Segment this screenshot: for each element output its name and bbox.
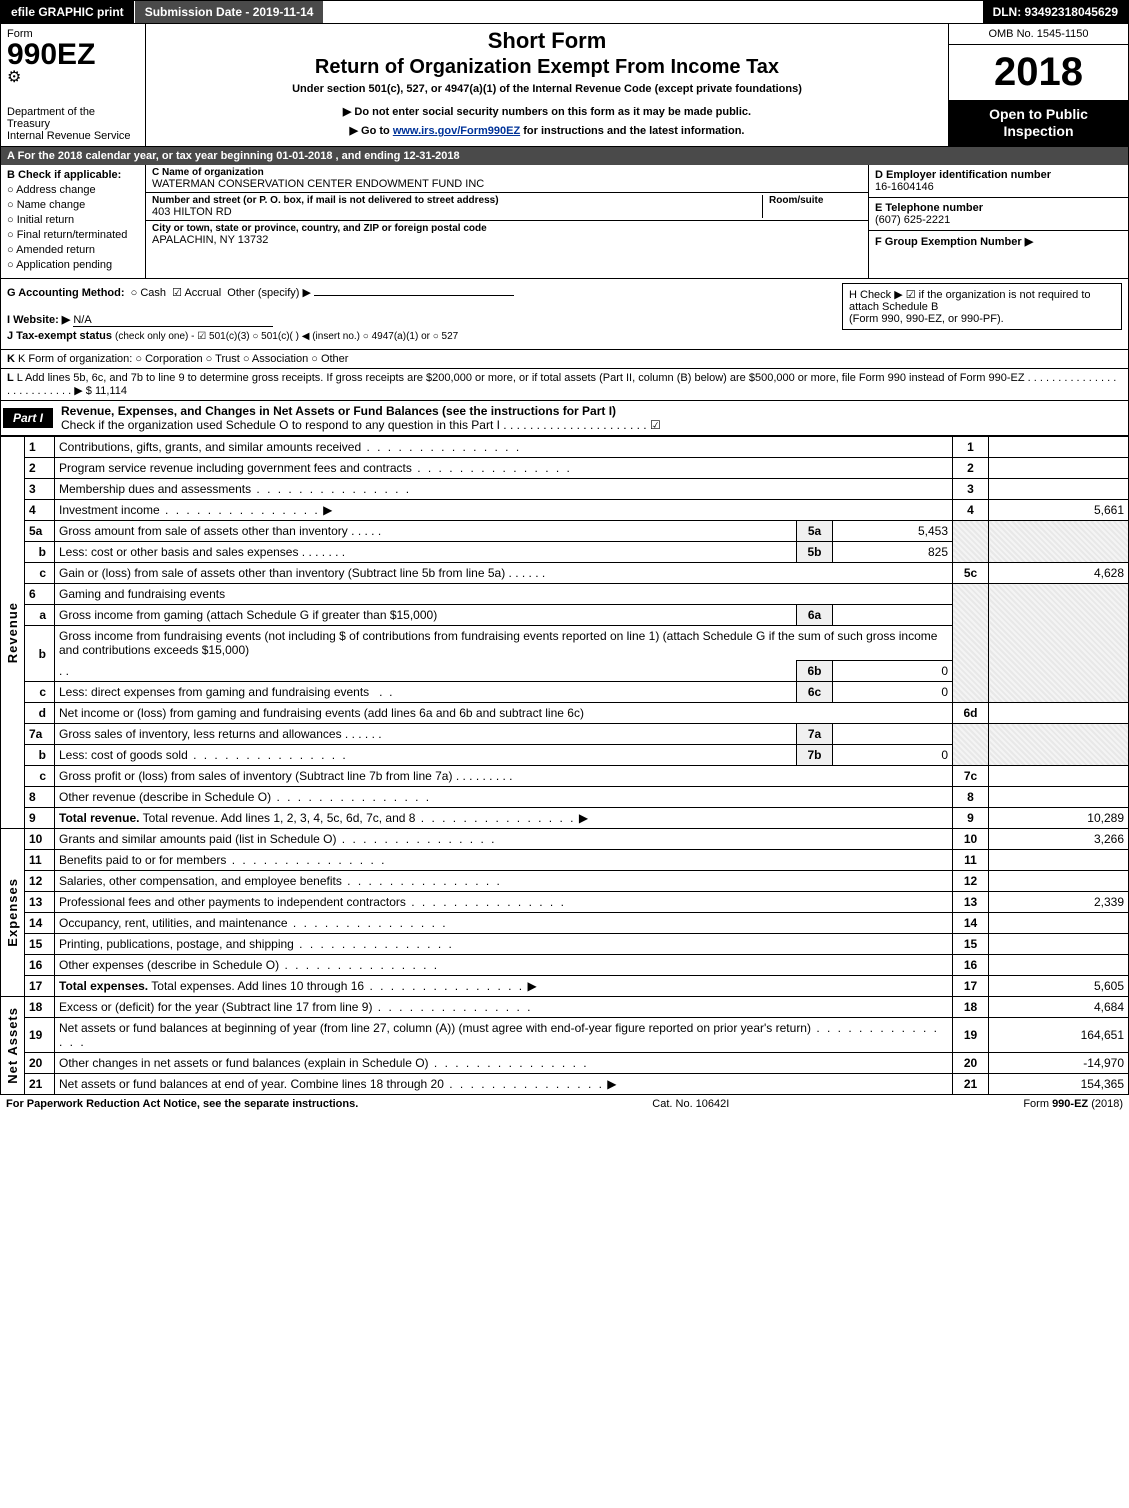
chk-name-change[interactable]: ○ Name change <box>7 199 139 211</box>
val-5b: 825 <box>833 542 953 563</box>
val-7b: 0 <box>833 745 953 766</box>
header-left: Form 990EZ ⚙ Department of the Treasury … <box>1 24 146 146</box>
footer-left: For Paperwork Reduction Act Notice, see … <box>6 1098 358 1110</box>
chk-address-change[interactable]: ○ Address change <box>7 184 139 196</box>
entity-block: B Check if applicable: ○ Address change … <box>0 165 1129 279</box>
chk-application-pending[interactable]: ○ Application pending <box>7 259 139 271</box>
tax-year: 2018 <box>949 45 1128 100</box>
city-value: APALACHIN, NY 13732 <box>152 234 862 246</box>
part1-table: Revenue 1 Contributions, gifts, grants, … <box>0 436 1129 1095</box>
side-netassets: Net Assets <box>1 997 25 1095</box>
val-6b: 0 <box>833 661 953 682</box>
dln-value: DLN: 93492318045629 <box>983 1 1128 23</box>
submission-date: Submission Date - 2019-11-14 <box>135 1 325 23</box>
subtitle-ssn: ▶ Do not enter social security numbers o… <box>156 105 938 118</box>
val-21: 154,365 <box>989 1074 1129 1095</box>
val-19: 164,651 <box>989 1018 1129 1053</box>
room-label: Room/suite <box>769 195 862 206</box>
chk-amended-return[interactable]: ○ Amended return <box>7 244 139 256</box>
chk-initial-return[interactable]: ○ Initial return <box>7 214 139 226</box>
subtitle-goto: ▶ Go to www.irs.gov/Form990EZ for instru… <box>156 124 938 137</box>
ein-value: 16-1604146 <box>875 181 1122 193</box>
val-5c: 4,628 <box>989 563 1129 584</box>
side-expenses: Expenses <box>1 829 25 997</box>
footer-mid: Cat. No. 10642I <box>652 1098 729 1110</box>
box-def: D Employer identification number 16-1604… <box>868 165 1128 278</box>
ein-label: D Employer identification number <box>875 169 1122 181</box>
title-return: Return of Organization Exempt From Incom… <box>156 56 938 79</box>
irs-link[interactable]: www.irs.gov/Form990EZ <box>393 125 520 137</box>
val-9: 10,289 <box>989 808 1129 829</box>
title-short-form: Short Form <box>156 28 938 54</box>
city-label: City or town, state or province, country… <box>152 223 862 234</box>
page-footer: For Paperwork Reduction Act Notice, see … <box>0 1095 1129 1113</box>
phone-label: E Telephone number <box>875 202 1122 214</box>
efile-print-button[interactable]: efile GRAPHIC print <box>1 1 135 23</box>
street-value: 403 HILTON RD <box>152 206 762 218</box>
side-revenue: Revenue <box>1 437 25 829</box>
val-4: 5,661 <box>989 500 1129 521</box>
org-name-label: C Name of organization <box>152 167 862 178</box>
part1-title: Revenue, Expenses, and Changes in Net As… <box>55 401 1128 435</box>
phone-value: (607) 625-2221 <box>875 214 1122 226</box>
line-l: L L Add lines 5b, 6c, and 7b to line 9 t… <box>0 369 1129 401</box>
period-row: A For the 2018 calendar year, or tax yea… <box>0 147 1129 165</box>
org-name: WATERMAN CONSERVATION CENTER ENDOWMENT F… <box>152 178 862 190</box>
form-header: Form 990EZ ⚙ Department of the Treasury … <box>0 24 1129 147</box>
header-mid: Short Form Return of Organization Exempt… <box>146 24 948 146</box>
header-right: OMB No. 1545-1150 2018 Open to Public In… <box>948 24 1128 146</box>
open-public-badge: Open to Public Inspection <box>949 100 1128 146</box>
val-20: -14,970 <box>989 1053 1129 1074</box>
line-j: J Tax-exempt status (check only one) - ☑… <box>7 330 1122 342</box>
part1-tag: Part I <box>3 408 53 428</box>
val-6c: 0 <box>833 682 953 703</box>
footer-right: Form 990-EZ (2018) <box>1023 1098 1123 1110</box>
box-h: H Check ▶ ☑ if the organization is not r… <box>842 283 1122 330</box>
val-5a: 5,453 <box>833 521 953 542</box>
val-17: 5,605 <box>989 976 1129 997</box>
ghij-block: H Check ▶ ☑ if the organization is not r… <box>0 279 1129 350</box>
omb-number: OMB No. 1545-1150 <box>949 24 1128 45</box>
dept-treasury: Department of the Treasury Internal Reve… <box>7 106 139 142</box>
form-number: 990EZ <box>7 40 139 70</box>
box-c: C Name of organization WATERMAN CONSERVA… <box>146 165 868 278</box>
box-b: B Check if applicable: ○ Address change … <box>1 165 146 278</box>
part1-header: Part I Revenue, Expenses, and Changes in… <box>0 401 1129 436</box>
chk-final-return[interactable]: ○ Final return/terminated <box>7 229 139 241</box>
gear-icon: ⚙ <box>7 70 139 86</box>
box-b-heading: B Check if applicable: <box>7 169 139 181</box>
val-10: 3,266 <box>989 829 1129 850</box>
line-k: K K Form of organization: ○ Corporation … <box>0 350 1129 369</box>
val-18: 4,684 <box>989 997 1129 1018</box>
street-label: Number and street (or P. O. box, if mail… <box>152 195 762 206</box>
subtitle-section: Under section 501(c), 527, or 4947(a)(1)… <box>156 83 938 95</box>
top-bar: efile GRAPHIC print Submission Date - 20… <box>0 0 1129 24</box>
val-13: 2,339 <box>989 892 1129 913</box>
group-exempt-label: F Group Exemption Number ▶ <box>875 235 1122 248</box>
